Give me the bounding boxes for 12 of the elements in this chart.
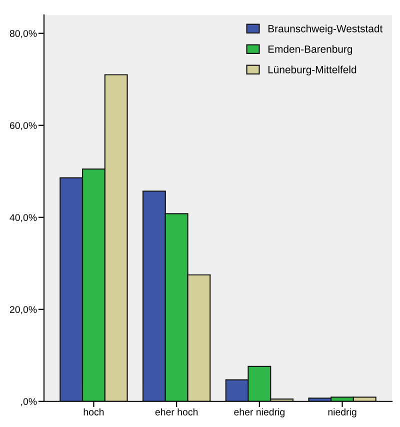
y-tick-label: ,0% bbox=[21, 398, 37, 406]
y-tick-label: 40,0% bbox=[10, 214, 37, 222]
x-tick-label: hoch bbox=[84, 408, 104, 416]
y-tick-label: 80,0% bbox=[10, 30, 37, 38]
y-tick-label: 20,0% bbox=[10, 306, 37, 314]
legend-label: Lüneburg-Mittelfeld bbox=[268, 66, 356, 76]
x-tick-label: eher niedrig bbox=[234, 408, 284, 418]
x-tick-label: eher hoch bbox=[155, 408, 198, 416]
legend-label: Braunschweig-Weststadt bbox=[268, 24, 383, 34]
legend-label: Emden-Barenburg bbox=[268, 45, 352, 55]
x-tick-label: niedrig bbox=[328, 408, 356, 418]
y-tick-label: 60,0% bbox=[10, 122, 37, 130]
